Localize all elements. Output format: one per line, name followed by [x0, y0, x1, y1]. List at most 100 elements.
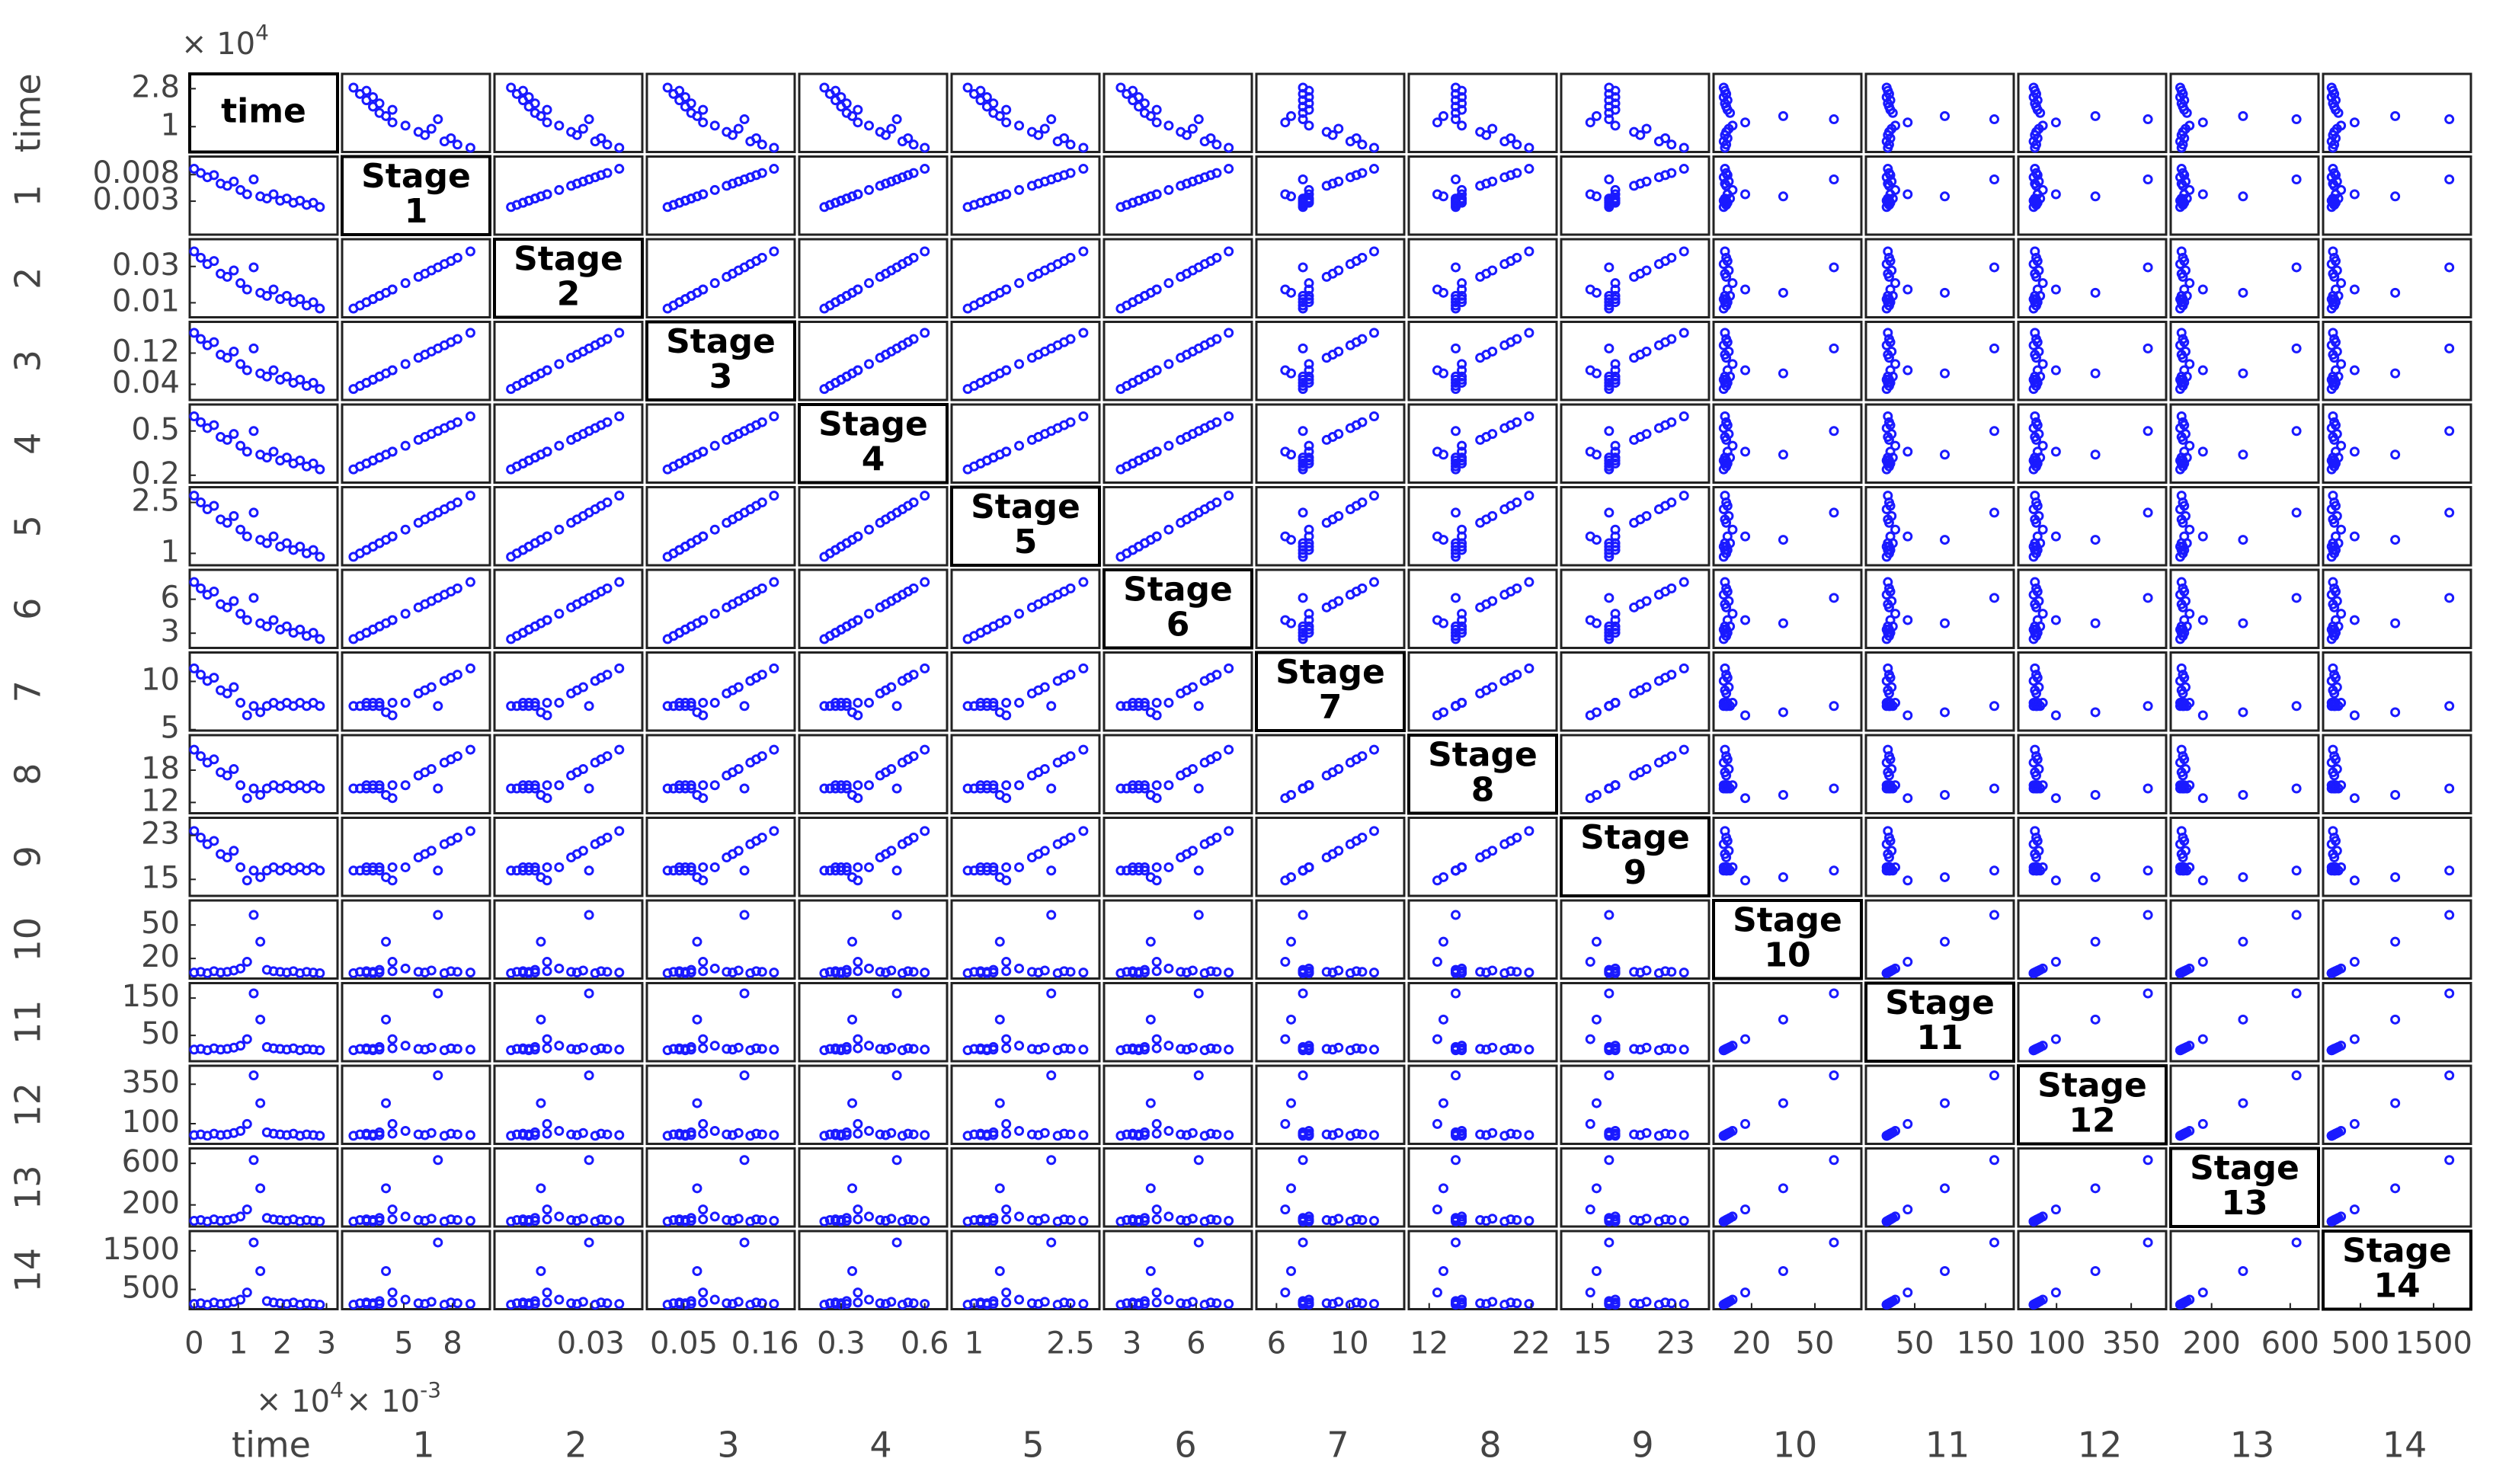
- point: [1778, 535, 1788, 545]
- panel: [341, 1230, 491, 1310]
- point: [674, 85, 685, 96]
- point: [1989, 507, 1999, 518]
- point: [400, 1041, 411, 1051]
- point: [433, 1070, 443, 1081]
- point: [1333, 965, 1344, 976]
- point: [739, 507, 750, 518]
- point: [2331, 836, 2341, 846]
- point: [920, 1044, 930, 1055]
- point: [1298, 865, 1308, 876]
- panel-frame: [2322, 651, 2472, 732]
- point: [1524, 1130, 1535, 1140]
- point: [1989, 701, 1999, 712]
- panel-frame: [2322, 238, 2472, 318]
- point: [1333, 596, 1344, 606]
- point: [1304, 621, 1314, 632]
- panel: [798, 568, 949, 649]
- point: [1887, 510, 1897, 521]
- point: [680, 780, 690, 791]
- point: [709, 184, 720, 195]
- point: [853, 1128, 863, 1139]
- panel: [645, 1147, 796, 1228]
- point: [1451, 174, 1461, 184]
- point: [1829, 783, 1839, 794]
- panel: [1255, 403, 1406, 484]
- point: [2050, 531, 2061, 542]
- point: [222, 602, 232, 612]
- point: [530, 1044, 540, 1055]
- point: [2336, 278, 2347, 289]
- point: [189, 744, 200, 755]
- point: [853, 698, 863, 708]
- point: [891, 114, 902, 125]
- point: [1333, 123, 1344, 134]
- point: [1457, 624, 1467, 635]
- panel-frame: [1407, 1230, 1558, 1310]
- point: [1368, 1130, 1379, 1140]
- point: [2238, 872, 2248, 882]
- panel: [2322, 568, 2472, 649]
- point: [1286, 449, 1297, 460]
- panel: [1560, 72, 1711, 153]
- panel-frame: [1712, 734, 1863, 814]
- point: [281, 538, 292, 549]
- point: [1163, 862, 1174, 872]
- point: [722, 770, 732, 781]
- panel: [493, 486, 644, 567]
- y-tick-label: 150: [122, 979, 180, 1014]
- point: [2238, 191, 2248, 202]
- point: [1059, 673, 1070, 683]
- point: [2037, 609, 2048, 619]
- panel: [2169, 486, 2320, 567]
- point: [465, 967, 475, 978]
- point: [1475, 434, 1486, 445]
- point: [1163, 963, 1174, 974]
- point: [1280, 117, 1291, 128]
- point: [2030, 377, 2040, 388]
- y-tick-label: 1: [161, 107, 180, 142]
- point: [400, 1126, 411, 1137]
- point: [222, 181, 232, 191]
- point: [2444, 593, 2455, 603]
- diagonal-label: 7: [1319, 688, 1343, 727]
- panel: [341, 568, 491, 649]
- point: [361, 458, 372, 469]
- point: [962, 202, 973, 213]
- point: [1881, 865, 1892, 876]
- point: [2050, 615, 2061, 625]
- point: [722, 688, 732, 699]
- point: [554, 524, 565, 535]
- panel: [2017, 403, 2168, 484]
- point: [1524, 1044, 1535, 1055]
- point: [1604, 701, 1615, 712]
- point: [1128, 458, 1138, 469]
- panel-frame: [1255, 321, 1406, 401]
- point: [757, 967, 767, 977]
- point: [530, 98, 540, 109]
- point: [875, 967, 885, 977]
- point: [920, 663, 930, 673]
- point: [819, 865, 830, 876]
- point: [1014, 862, 1025, 872]
- point: [189, 164, 200, 174]
- point: [1778, 287, 1788, 298]
- point: [1885, 587, 1896, 597]
- point: [1487, 265, 1498, 276]
- panel: [1560, 568, 1711, 649]
- panel: [1102, 651, 1253, 732]
- point: [836, 862, 846, 872]
- point: [229, 682, 239, 692]
- point: [769, 411, 779, 421]
- point: [2037, 278, 2048, 289]
- point: [1723, 764, 1734, 775]
- panel-frame: [2169, 651, 2320, 732]
- point: [2390, 449, 2401, 460]
- x-tick-label: 600: [2261, 1326, 2319, 1361]
- point: [387, 104, 398, 115]
- point: [614, 744, 625, 755]
- diagonal-box: [1864, 981, 2015, 1063]
- panel-frame: [2169, 568, 2320, 649]
- point: [2331, 673, 2341, 683]
